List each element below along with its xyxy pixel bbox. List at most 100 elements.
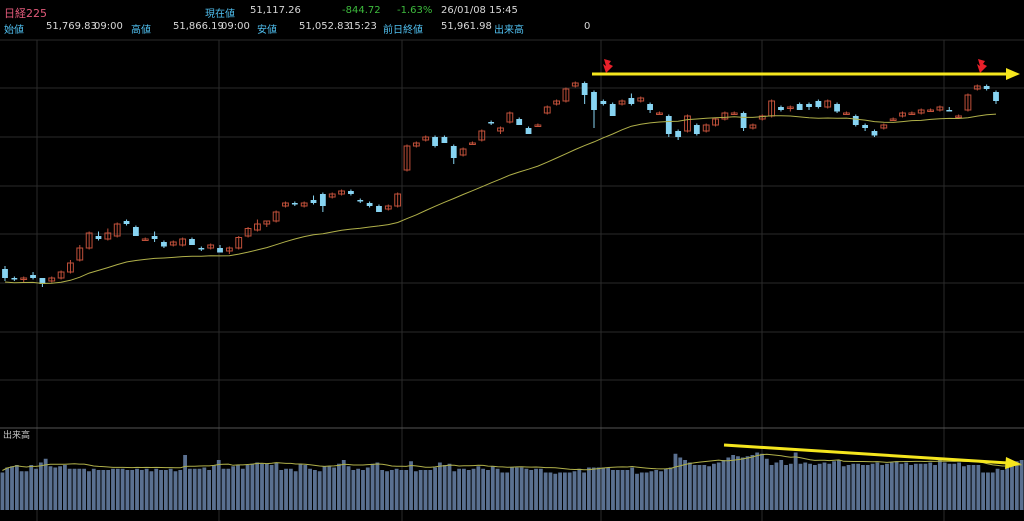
candle-up bbox=[768, 99, 776, 118]
candle-body bbox=[571, 82, 579, 87]
candle-body bbox=[983, 86, 990, 89]
moving-average-line bbox=[4, 113, 997, 285]
candle-down bbox=[581, 81, 588, 104]
volume-bar bbox=[91, 468, 96, 510]
candle-down bbox=[217, 245, 223, 253]
candle-body bbox=[749, 124, 757, 129]
volume-bar bbox=[437, 462, 442, 510]
candle-body bbox=[993, 92, 999, 101]
volume-bar bbox=[413, 471, 418, 510]
volume-bar bbox=[462, 468, 466, 510]
peak-marker-arrow bbox=[603, 59, 613, 73]
candle-down bbox=[30, 272, 36, 280]
volume-bar bbox=[861, 465, 865, 510]
candle-body bbox=[132, 227, 139, 236]
volume-bar bbox=[29, 465, 34, 510]
volume-bar bbox=[644, 472, 649, 510]
candle-down bbox=[95, 231, 102, 241]
candle-up bbox=[169, 240, 177, 247]
candle-down bbox=[516, 117, 523, 125]
volume-bar bbox=[529, 470, 534, 510]
candle-body bbox=[562, 88, 570, 102]
candle-body bbox=[310, 200, 317, 203]
candle-up bbox=[571, 81, 579, 88]
candle-body bbox=[151, 236, 158, 239]
peak-marker-arrow bbox=[977, 59, 987, 73]
volume-bar bbox=[385, 471, 389, 510]
candle-body bbox=[824, 100, 832, 108]
volume-bar bbox=[846, 465, 851, 510]
candle-body bbox=[946, 110, 953, 112]
candle-down bbox=[357, 198, 364, 203]
volume-bar bbox=[58, 466, 62, 510]
volume-bar bbox=[389, 470, 394, 510]
candle-down bbox=[151, 231, 158, 242]
low-label: 安値 bbox=[257, 25, 277, 36]
volume-bar bbox=[611, 470, 615, 510]
volume-bar bbox=[764, 458, 769, 510]
volume-bar bbox=[510, 467, 514, 510]
candle-body bbox=[684, 115, 691, 132]
volume-bar bbox=[351, 470, 356, 510]
volume-bar bbox=[0, 472, 5, 510]
candle-body bbox=[469, 142, 476, 145]
volume-bar bbox=[231, 466, 236, 510]
candle-up bbox=[478, 129, 486, 142]
volume-bar bbox=[659, 471, 663, 510]
candle-up bbox=[543, 105, 551, 115]
candle-body bbox=[319, 194, 326, 206]
volume-bar bbox=[163, 470, 168, 510]
candle-up bbox=[225, 246, 233, 254]
volume-bar bbox=[1010, 462, 1014, 510]
volume-bar bbox=[370, 463, 375, 510]
low-value: 51,052.83 bbox=[299, 21, 350, 32]
candle-body bbox=[796, 104, 803, 110]
candle-up bbox=[534, 123, 542, 127]
volume-bar bbox=[553, 473, 558, 510]
volume-bar bbox=[399, 470, 404, 510]
volume-bar bbox=[471, 468, 476, 510]
candle-body bbox=[422, 136, 430, 141]
volume-bar bbox=[62, 465, 67, 510]
volume-bar bbox=[96, 470, 101, 510]
candle-body bbox=[384, 205, 392, 210]
volume-bar bbox=[365, 467, 370, 510]
candle-up bbox=[749, 123, 757, 130]
volume-bar bbox=[760, 453, 764, 510]
high-time: 09:00 bbox=[221, 21, 250, 32]
volume-bar bbox=[82, 468, 87, 510]
symbol-name[interactable]: 日経225 bbox=[4, 7, 47, 20]
volume-bar bbox=[745, 456, 750, 510]
volume-bar bbox=[774, 462, 779, 510]
candle-up bbox=[104, 228, 112, 241]
candle-body bbox=[123, 221, 130, 224]
candle-down bbox=[993, 90, 999, 104]
candle-up bbox=[20, 276, 28, 283]
volume-bar bbox=[486, 470, 490, 510]
volume-bar bbox=[769, 465, 774, 510]
candle-body bbox=[955, 115, 963, 118]
candle-up bbox=[908, 111, 916, 115]
volume-bar bbox=[135, 468, 139, 510]
candle-body bbox=[113, 223, 121, 237]
volume-bar bbox=[447, 463, 452, 510]
volume-bar bbox=[620, 470, 625, 510]
candle-up bbox=[85, 231, 93, 250]
candle-body bbox=[76, 247, 84, 261]
volume-bar bbox=[125, 470, 130, 510]
candle-down bbox=[441, 135, 448, 143]
candle-down bbox=[132, 225, 139, 236]
volume-bar bbox=[101, 470, 106, 510]
volume-bar bbox=[995, 468, 1000, 510]
high-label: 高値 bbox=[131, 25, 151, 36]
candle-body bbox=[348, 191, 354, 194]
candle-down bbox=[852, 114, 859, 127]
volume-bar bbox=[899, 463, 904, 510]
volume-bar bbox=[596, 467, 601, 510]
candle-body bbox=[815, 101, 822, 107]
open-value: 51,769.83 bbox=[46, 21, 97, 32]
candle-down bbox=[806, 102, 812, 110]
candle-up bbox=[824, 99, 832, 109]
candle-up bbox=[244, 227, 252, 238]
